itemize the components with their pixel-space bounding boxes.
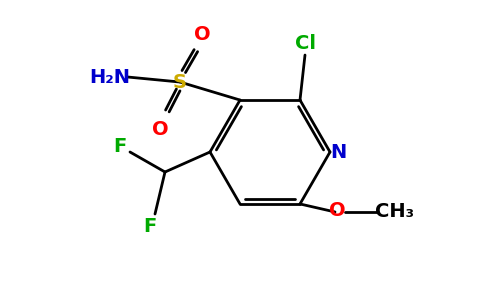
Text: Cl: Cl xyxy=(294,34,316,52)
Text: H₂N: H₂N xyxy=(90,68,131,86)
Text: S: S xyxy=(173,73,187,92)
Text: O: O xyxy=(151,119,168,139)
Text: N: N xyxy=(330,142,346,161)
Text: CH₃: CH₃ xyxy=(376,202,414,221)
Text: F: F xyxy=(143,217,157,236)
Text: O: O xyxy=(329,202,345,220)
Text: O: O xyxy=(194,25,211,44)
Text: F: F xyxy=(113,137,127,157)
